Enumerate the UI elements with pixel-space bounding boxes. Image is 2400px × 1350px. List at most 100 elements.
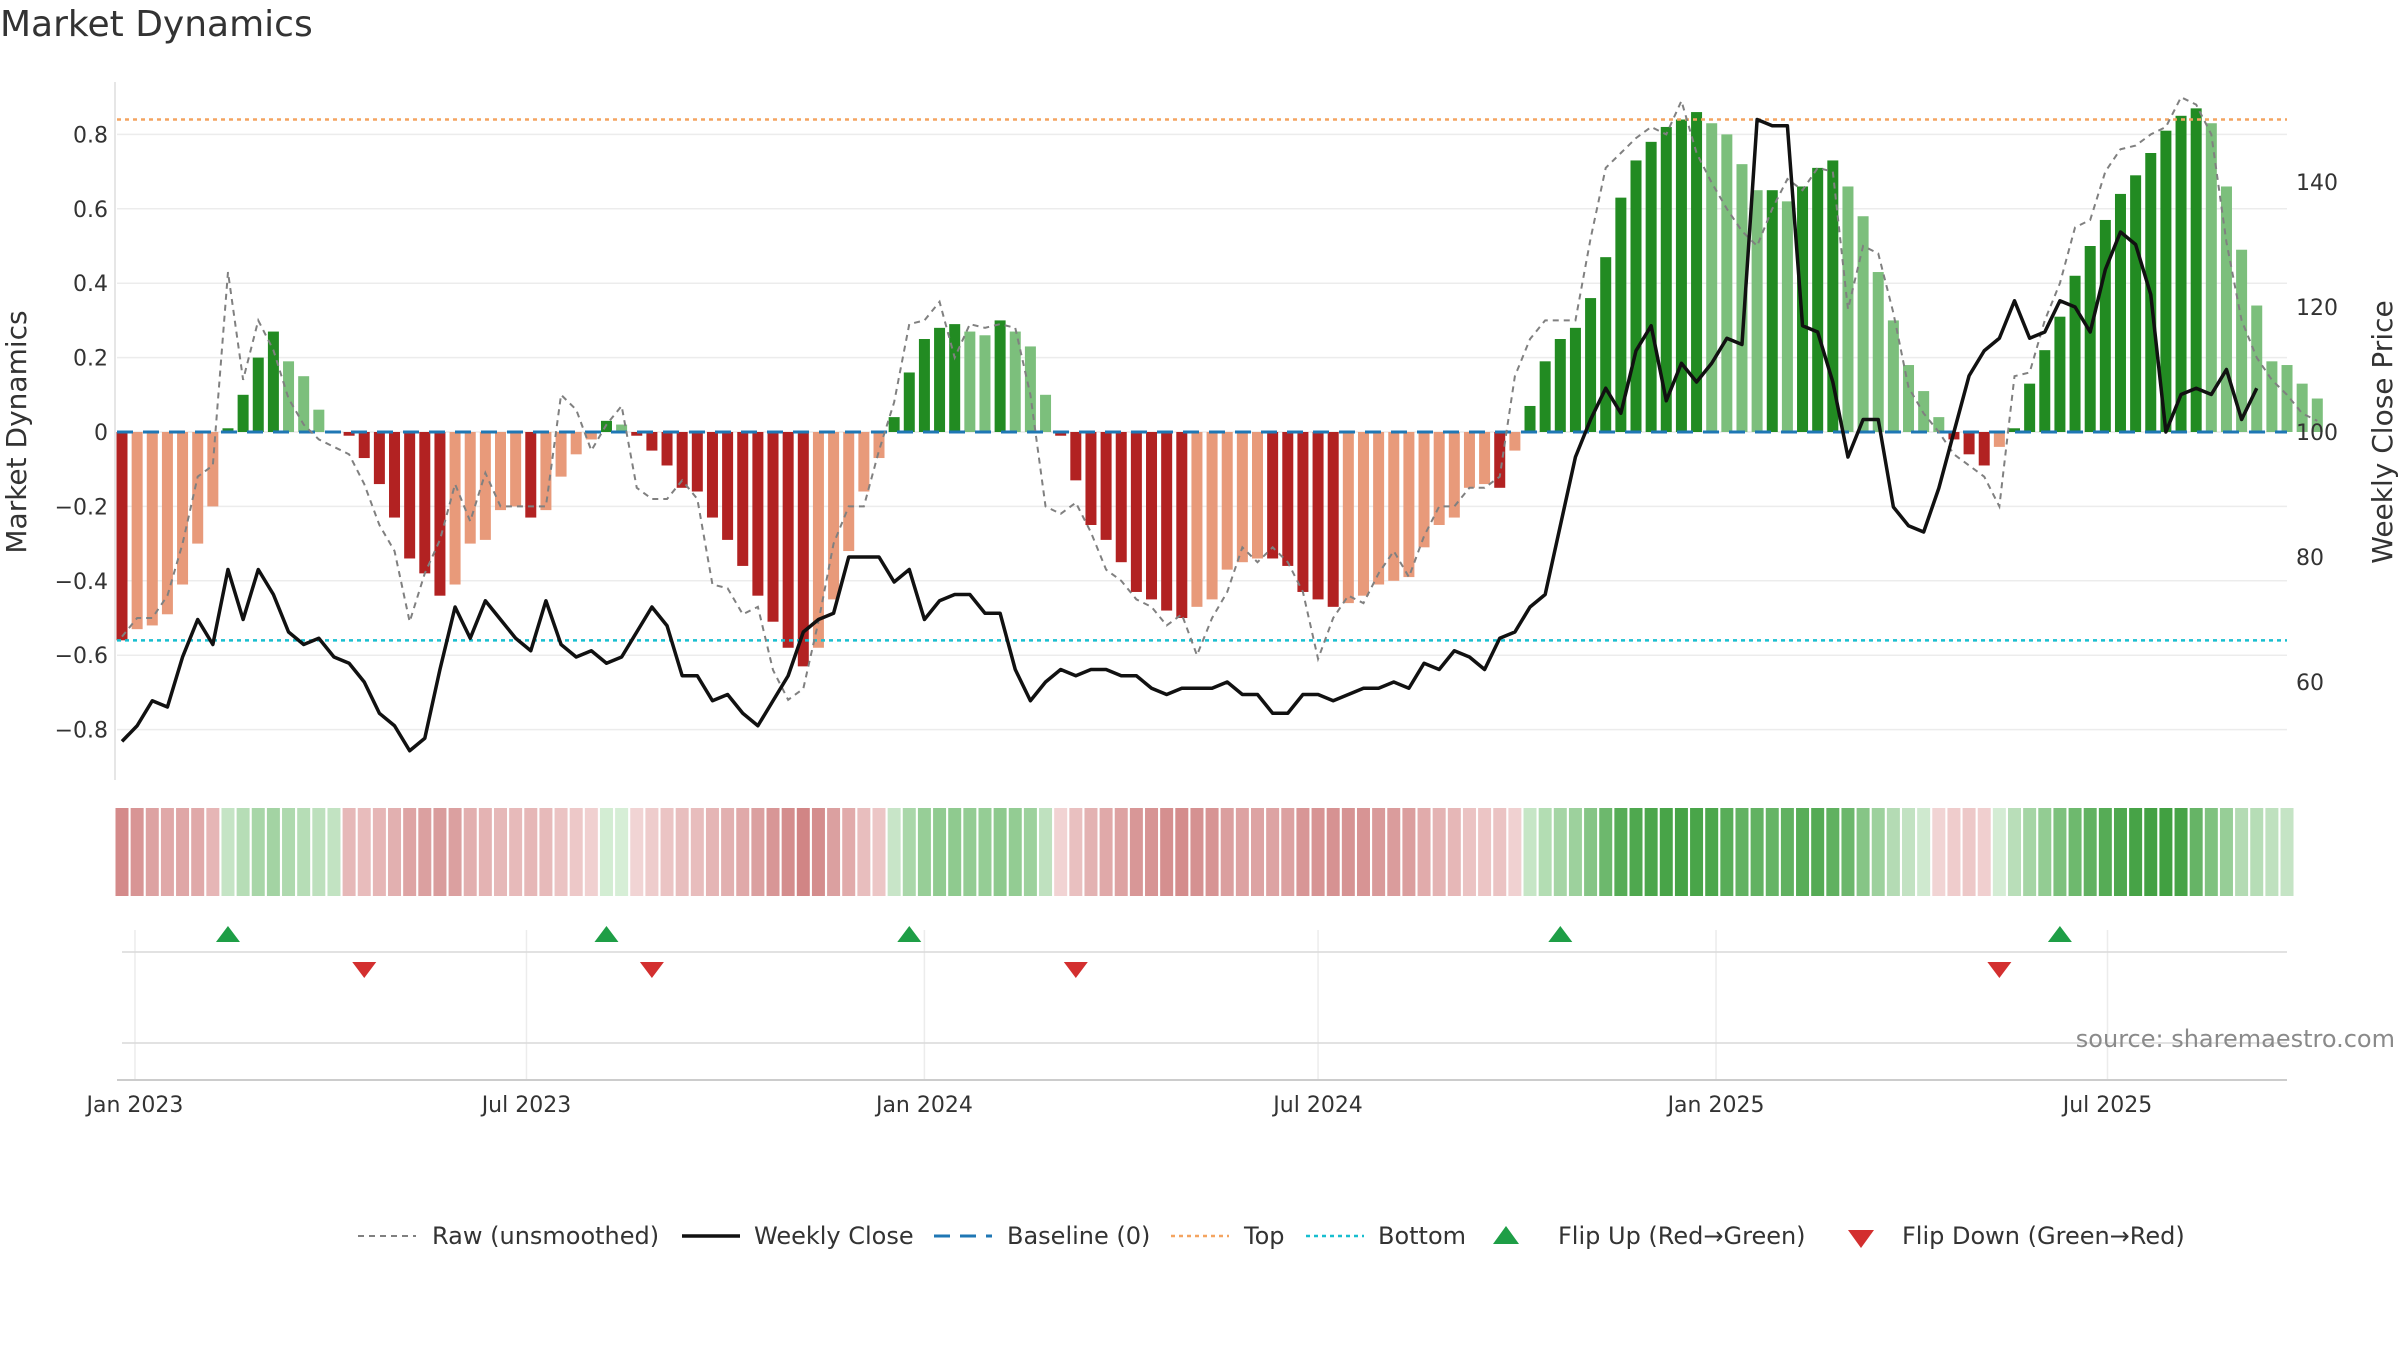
y-tick-label: 0.2 (73, 347, 108, 372)
band-cell (478, 808, 492, 896)
dynamics-bar (1055, 432, 1067, 436)
dynamics-bar (479, 432, 491, 540)
dynamics-bar (1252, 432, 1263, 559)
legend-baseline-label: Baseline (0) (1007, 1222, 1150, 1250)
band-cell (206, 808, 220, 896)
dynamics-bar (1312, 432, 1324, 600)
band-cell (1811, 808, 1825, 896)
y2-tick-label: 120 (2296, 296, 2338, 321)
band-cell (1069, 808, 1083, 896)
band-cell (857, 808, 871, 896)
band-cell (1614, 808, 1628, 896)
dynamics-bar (797, 432, 809, 667)
dynamics-bar (934, 327, 946, 432)
y-tick-label: 0.4 (73, 272, 108, 297)
dynamics-bar (510, 432, 522, 507)
dynamics-bar (1872, 272, 1884, 432)
dynamics-bar (918, 339, 930, 432)
dynamics-bar (373, 432, 385, 485)
band-cell (781, 808, 795, 896)
band-cell (1175, 808, 1189, 896)
dynamics-bar (2009, 428, 2020, 432)
band-cell (463, 808, 477, 896)
band-cell (1432, 808, 1446, 896)
y-tick-label: −0.2 (55, 495, 108, 520)
dynamics-bar (1660, 126, 1672, 433)
band-cell (388, 808, 402, 896)
band-cell (1720, 808, 1734, 896)
band-cell (1735, 808, 1749, 896)
dynamics-bar (1448, 432, 1460, 518)
dynamics-bar (1130, 432, 1142, 592)
dynamics-bar (2236, 249, 2248, 432)
dynamics-bar (540, 432, 552, 511)
dynamics-bar (449, 432, 461, 585)
raw-series-line (121, 95, 2318, 702)
band-cell (1826, 808, 1840, 896)
band-cell (2113, 808, 2127, 896)
dynamics-bar (1721, 134, 1733, 432)
dynamics-bar (1221, 432, 1233, 570)
dynamics-bar (1267, 432, 1279, 559)
band-cell (690, 808, 704, 896)
band-cell (342, 808, 356, 896)
x-tick-label: Jan 2024 (874, 1093, 973, 1118)
dynamics-bar (676, 432, 688, 488)
band-cell (130, 808, 144, 896)
band-cell (1114, 808, 1128, 896)
band-cell (2023, 808, 2037, 896)
band-cell (1008, 808, 1022, 896)
band-cell (1629, 808, 1643, 896)
y-tick-label: −0.4 (55, 570, 108, 595)
x-tick-label: Jul 2023 (480, 1093, 572, 1118)
dynamics-bar (1706, 123, 1718, 433)
band-cell (2008, 808, 2021, 896)
dynamics-bar (1903, 365, 1915, 432)
dynamics-bar (358, 432, 370, 459)
band-cell (2068, 808, 2082, 896)
dynamics-bar (888, 417, 900, 432)
band-cell (1765, 808, 1779, 896)
band-cell (2083, 808, 2097, 896)
band-cell (2189, 808, 2203, 896)
dynamics-bar (646, 432, 658, 451)
dynamics-bar (2205, 123, 2217, 433)
flip-down-marker (352, 962, 377, 978)
band-cell (1977, 808, 1991, 896)
band-cell (1750, 808, 1764, 896)
band-cell (675, 808, 689, 896)
dynamics-bar (1978, 432, 1990, 466)
band-cell (1039, 808, 1053, 896)
dynamics-bar (267, 331, 279, 432)
dynamics-bar (1524, 405, 1536, 432)
legend-close-label: Weekly Close (754, 1222, 914, 1250)
band-cell (1402, 808, 1416, 896)
band-cell (2235, 808, 2249, 896)
dynamics-bar (661, 432, 673, 466)
dynamics-bar (706, 432, 718, 518)
dynamics-bar (994, 320, 1006, 432)
dynamics-bar (1630, 160, 1642, 432)
band-cell (2159, 808, 2173, 896)
band-cell (1932, 808, 1946, 896)
band-cell (630, 808, 644, 896)
band-cell (1523, 808, 1537, 896)
band-cell (1099, 808, 1113, 896)
band-cell (1584, 808, 1598, 896)
band-cell (1917, 808, 1931, 896)
dynamics-bar (2220, 186, 2232, 432)
band-cell (2174, 808, 2188, 896)
band-cell (494, 808, 507, 896)
dynamics-bar (1418, 432, 1430, 548)
band-cell (1251, 808, 1264, 896)
dynamics-bar (1993, 432, 2005, 447)
dynamics-bar (2114, 193, 2126, 432)
band-cell (509, 808, 523, 896)
x-tick-label: Jul 2024 (1271, 1093, 1363, 1118)
band-cell (160, 808, 174, 896)
x-tick-label: Jan 2023 (85, 1093, 184, 1118)
band-cell (1659, 808, 1673, 896)
band-cell (372, 808, 386, 896)
dynamics-bar (146, 432, 158, 626)
band-cell (963, 808, 977, 896)
